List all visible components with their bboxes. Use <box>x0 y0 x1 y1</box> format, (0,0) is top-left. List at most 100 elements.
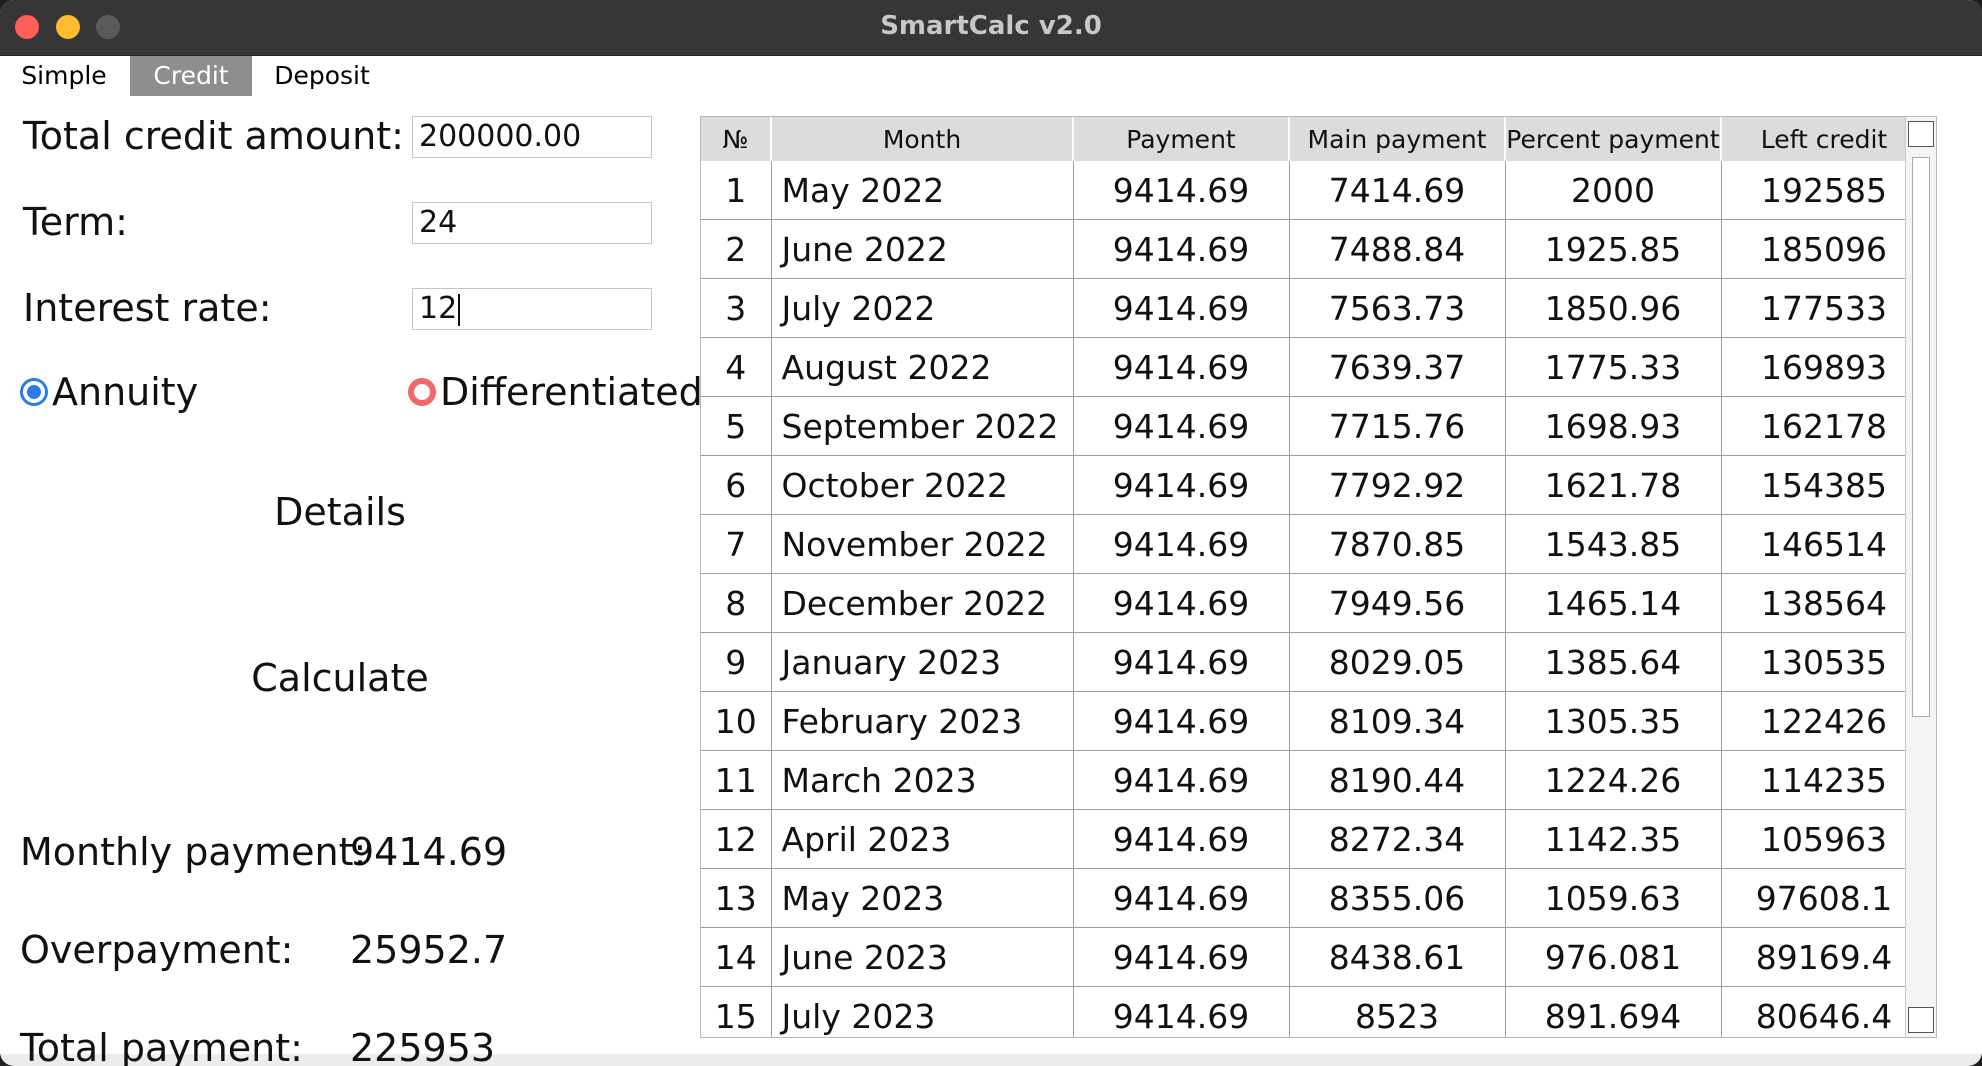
table-cell[interactable]: 7488.84 <box>1289 219 1506 279</box>
table-cell[interactable]: 146514 <box>1721 514 1928 574</box>
table-cell[interactable]: 105963 <box>1721 809 1928 869</box>
table-cell[interactable]: 9414.69 <box>1073 337 1290 397</box>
table-cell[interactable]: 8438.61 <box>1289 927 1506 987</box>
table-cell[interactable]: 11 <box>701 750 772 810</box>
table-cell[interactable]: August 2022 <box>771 337 1074 397</box>
table-cell[interactable]: 9414.69 <box>1073 573 1290 633</box>
table-cell[interactable]: July 2022 <box>771 278 1074 338</box>
table-row[interactable]: 1 May 2022 9414.69 7414.69 2000 192585 <box>701 161 1928 220</box>
table-cell[interactable]: 1465.14 <box>1505 573 1722 633</box>
table-cell[interactable]: March 2023 <box>771 750 1074 810</box>
table-cell[interactable]: 10 <box>701 691 772 751</box>
table-cell[interactable]: 9414.69 <box>1073 278 1290 338</box>
table-cell[interactable]: 4 <box>701 337 772 397</box>
term-input[interactable]: 24 <box>412 202 652 244</box>
scroll-down-button[interactable] <box>1908 1007 1934 1033</box>
table-cell[interactable]: 1059.63 <box>1505 868 1722 928</box>
table-cell[interactable]: 1385.64 <box>1505 632 1722 692</box>
table-cell[interactable]: July 2023 <box>771 986 1074 1037</box>
table-cell[interactable]: 1543.85 <box>1505 514 1722 574</box>
table-cell[interactable]: 80646.4 <box>1721 986 1928 1037</box>
table-cell[interactable]: 9414.69 <box>1073 219 1290 279</box>
table-cell[interactable]: 15 <box>701 986 772 1037</box>
table-row[interactable]: 9 January 2023 9414.69 8029.05 1385.64 130535 <box>701 632 1928 692</box>
table-cell[interactable]: 1 <box>701 161 772 220</box>
close-window-button[interactable] <box>15 15 39 39</box>
table-cell[interactable]: 8355.06 <box>1289 868 1506 928</box>
payment-schedule-table[interactable]: № Month Payment Main payment Percent pay… <box>700 116 1937 1038</box>
table-cell[interactable]: June 2023 <box>771 927 1074 987</box>
radio-annuity[interactable]: Annuity <box>20 370 198 414</box>
table-cell[interactable]: 162178 <box>1721 396 1928 456</box>
column-header[interactable]: № <box>701 117 772 161</box>
table-cell[interactable]: 14 <box>701 927 772 987</box>
table-cell[interactable]: 89169.4 <box>1721 927 1928 987</box>
table-row[interactable]: 15 July 2023 9414.69 8523 891.694 80646.4 <box>701 986 1928 1037</box>
tab-simple[interactable]: Simple <box>21 61 107 90</box>
table-cell[interactable]: November 2022 <box>771 514 1074 574</box>
radio-differentiated[interactable]: Differentiated <box>408 370 703 414</box>
table-cell[interactable]: 9414.69 <box>1073 632 1290 692</box>
minimize-window-button[interactable] <box>56 15 80 39</box>
table-cell[interactable]: 12 <box>701 809 772 869</box>
table-row[interactable]: 5 September 2022 9414.69 7715.76 1698.93 1621… <box>701 396 1928 456</box>
calculate-button[interactable]: Calculate <box>251 656 429 700</box>
table-row[interactable]: 14 June 2023 9414.69 8438.61 976.081 89169.4 <box>701 927 1928 987</box>
table-cell[interactable]: 9414.69 <box>1073 868 1290 928</box>
table-cell[interactable]: October 2022 <box>771 455 1074 515</box>
table-cell[interactable]: 5 <box>701 396 772 456</box>
table-cell[interactable]: February 2023 <box>771 691 1074 751</box>
table-cell[interactable]: 8272.34 <box>1289 809 1506 869</box>
table-row[interactable]: 13 May 2023 9414.69 8355.06 1059.63 97608.1 <box>701 868 1928 928</box>
column-header[interactable]: Payment <box>1073 117 1290 161</box>
table-row[interactable]: 2 June 2022 9414.69 7488.84 1925.85 185096 <box>701 219 1928 279</box>
tab-credit[interactable]: Credit <box>130 56 252 96</box>
table-cell[interactable]: 7715.76 <box>1289 396 1506 456</box>
column-header[interactable]: Left credit <box>1721 117 1928 161</box>
table-cell[interactable]: 7 <box>701 514 772 574</box>
table-cell[interactable]: 891.694 <box>1505 986 1722 1037</box>
column-header[interactable]: Month <box>771 117 1074 161</box>
table-cell[interactable]: 7870.85 <box>1289 514 1506 574</box>
table-cell[interactable]: 2 <box>701 219 772 279</box>
table-cell[interactable]: 169893 <box>1721 337 1928 397</box>
table-row[interactable]: 10 February 2023 9414.69 8109.34 1305.35 1224… <box>701 691 1928 751</box>
table-cell[interactable]: 1850.96 <box>1505 278 1722 338</box>
table-row[interactable]: 8 December 2022 9414.69 7949.56 1465.14 13856… <box>701 573 1928 633</box>
table-cell[interactable]: 7639.37 <box>1289 337 1506 397</box>
table-cell[interactable]: 177533 <box>1721 278 1928 338</box>
maximize-window-button[interactable] <box>96 15 120 39</box>
table-cell[interactable]: 9414.69 <box>1073 809 1290 869</box>
table-cell[interactable]: 154385 <box>1721 455 1928 515</box>
table-cell[interactable]: April 2023 <box>771 809 1074 869</box>
table-cell[interactable]: 9414.69 <box>1073 750 1290 810</box>
table-cell[interactable]: 7792.92 <box>1289 455 1506 515</box>
table-cell[interactable]: 9414.69 <box>1073 161 1290 220</box>
table-cell[interactable]: 114235 <box>1721 750 1928 810</box>
table-cell[interactable]: 122426 <box>1721 691 1928 751</box>
table-cell[interactable]: 1621.78 <box>1505 455 1722 515</box>
table-cell[interactable]: 9414.69 <box>1073 986 1290 1037</box>
table-cell[interactable]: 9 <box>701 632 772 692</box>
rate-input[interactable]: 12 <box>412 288 652 330</box>
table-cell[interactable]: 9414.69 <box>1073 927 1290 987</box>
table-cell[interactable]: 1925.85 <box>1505 219 1722 279</box>
table-cell[interactable]: 192585 <box>1721 161 1928 220</box>
table-cell[interactable]: 7414.69 <box>1289 161 1506 220</box>
table-cell[interactable]: 1224.26 <box>1505 750 1722 810</box>
table-cell[interactable]: May 2023 <box>771 868 1074 928</box>
table-cell[interactable]: 8109.34 <box>1289 691 1506 751</box>
table-row[interactable]: 3 July 2022 9414.69 7563.73 1850.96 177533 <box>701 278 1928 338</box>
table-row[interactable]: 4 August 2022 9414.69 7639.37 1775.33 169893 <box>701 337 1928 397</box>
table-cell[interactable]: 97608.1 <box>1721 868 1928 928</box>
tab-deposit[interactable]: Deposit <box>274 61 370 90</box>
table-cell[interactable]: 8190.44 <box>1289 750 1506 810</box>
column-header[interactable]: Percent payment <box>1505 117 1722 161</box>
table-cell[interactable]: 1698.93 <box>1505 396 1722 456</box>
table-cell[interactable]: 138564 <box>1721 573 1928 633</box>
table-cell[interactable]: 1305.35 <box>1505 691 1722 751</box>
scroll-up-button[interactable] <box>1908 121 1934 147</box>
table-cell[interactable]: 9414.69 <box>1073 455 1290 515</box>
table-cell[interactable]: January 2023 <box>771 632 1074 692</box>
table-cell[interactable]: June 2022 <box>771 219 1074 279</box>
